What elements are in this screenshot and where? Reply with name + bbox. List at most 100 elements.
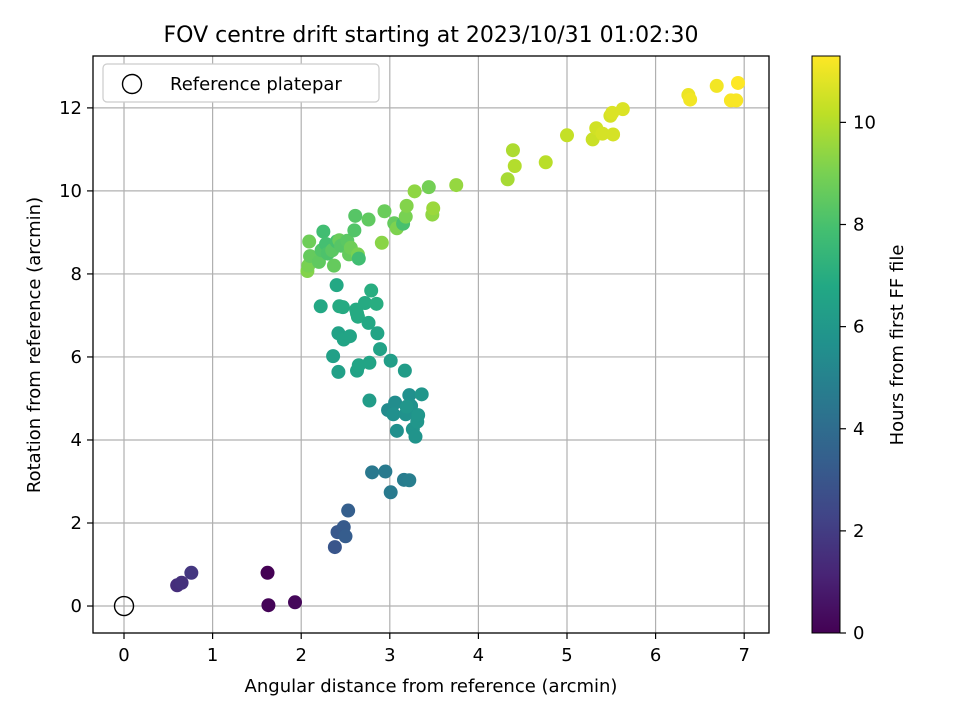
colorbar-tick-label: 8: [853, 215, 864, 236]
colorbar: 0 2 4 6 8 10 Hours from first FF file: [811, 55, 908, 644]
data-point: [347, 223, 362, 238]
data-point: [505, 143, 520, 158]
data-point: [370, 326, 385, 341]
data-point: [414, 387, 429, 402]
data-point: [362, 355, 377, 370]
data-point: [615, 102, 630, 117]
data-point: [399, 399, 414, 414]
data-point: [383, 485, 398, 500]
colorbar-gradient: [811, 55, 841, 634]
data-point: [311, 254, 326, 269]
data-point: [709, 78, 724, 93]
x-tick-label: 0: [118, 645, 129, 666]
y-tick-label: 8: [71, 264, 82, 285]
data-point: [397, 363, 412, 378]
data-point: [302, 234, 317, 249]
x-axis-label: Angular distance from reference (arcmin): [245, 676, 618, 697]
legend-marker-reference: [121, 73, 143, 95]
data-point: [507, 159, 522, 174]
colorbar-tick-label: 4: [853, 419, 864, 440]
data-point: [402, 473, 417, 488]
data-point: [341, 503, 356, 518]
data-point: [184, 565, 199, 580]
data-point: [399, 198, 414, 213]
data-point: [351, 358, 366, 373]
data-point: [683, 92, 698, 107]
x-tick-label: 5: [561, 645, 572, 666]
data-point: [174, 575, 189, 590]
y-tick-label: 4: [71, 430, 82, 451]
y-tick-label: 12: [59, 98, 82, 119]
colorbar-tick-label: 6: [853, 317, 864, 338]
data-point: [411, 408, 426, 423]
y-tick-label: 0: [71, 596, 82, 617]
data-point: [730, 75, 745, 90]
data-point: [729, 93, 744, 108]
data-point: [331, 364, 346, 379]
data-point: [374, 235, 389, 250]
legend-label-reference: Reference platepar: [170, 74, 342, 95]
y-tick-label: 2: [71, 513, 82, 534]
data-point: [377, 204, 392, 219]
y-tick-label: 10: [59, 181, 82, 202]
legend: Reference platepar: [102, 63, 380, 103]
data-point: [500, 172, 515, 187]
plot-frame: [92, 55, 770, 634]
y-axis-label: Rotation from reference (arcmin): [24, 197, 45, 493]
colorbar-ticks: 0 2 4 6 8 10: [840, 112, 876, 644]
data-point: [449, 178, 464, 193]
x-axis-ticks: 0 1 2 3 4 5 6 7: [118, 633, 750, 666]
data-point: [361, 315, 376, 330]
y-axis-ticks: 0 2 4 6 8 10 12: [59, 98, 93, 617]
x-tick-label: 2: [295, 645, 306, 666]
colorbar-tick-label: 10: [853, 112, 876, 133]
colorbar-label: Hours from first FF file: [887, 245, 908, 446]
data-point: [361, 212, 376, 227]
data-point: [326, 349, 341, 364]
data-point: [398, 209, 413, 224]
data-point: [606, 127, 621, 142]
x-tick-label: 3: [384, 645, 395, 666]
data-point: [389, 423, 404, 438]
data-point: [373, 342, 388, 357]
data-point: [342, 329, 357, 344]
colorbar-tick-label: 2: [853, 521, 864, 542]
data-point: [329, 278, 344, 293]
data-point: [595, 126, 610, 141]
data-point: [426, 201, 441, 216]
data-point: [407, 184, 422, 199]
data-point: [357, 295, 372, 310]
data-point: [338, 529, 353, 544]
data-point: [260, 565, 275, 580]
data-point: [350, 306, 365, 321]
x-tick-label: 1: [207, 645, 218, 666]
data-point: [327, 540, 342, 555]
legend-box: [102, 63, 380, 103]
x-tick-label: 7: [738, 645, 749, 666]
chart-title: FOV centre drift starting at 2023/10/31 …: [164, 23, 699, 48]
data-point: [386, 407, 401, 422]
data-points: [170, 75, 745, 613]
data-point: [383, 353, 398, 368]
data-point: [388, 395, 403, 410]
data-point: [261, 598, 276, 613]
data-point: [378, 464, 393, 479]
data-point: [408, 429, 423, 444]
data-point: [362, 393, 377, 408]
data-point: [348, 208, 363, 223]
x-tick-label: 6: [650, 645, 661, 666]
data-point: [421, 180, 436, 195]
y-tick-label: 6: [71, 347, 82, 368]
data-point: [351, 251, 366, 266]
grid: [93, 56, 769, 633]
reference-marker: [113, 595, 135, 617]
data-point: [326, 258, 341, 273]
data-point: [364, 283, 379, 298]
data-point: [335, 300, 350, 315]
data-point: [402, 388, 417, 403]
colorbar-tick-label: 0: [853, 623, 864, 644]
data-point: [538, 155, 553, 170]
data-point: [605, 105, 620, 120]
data-point: [369, 296, 384, 311]
